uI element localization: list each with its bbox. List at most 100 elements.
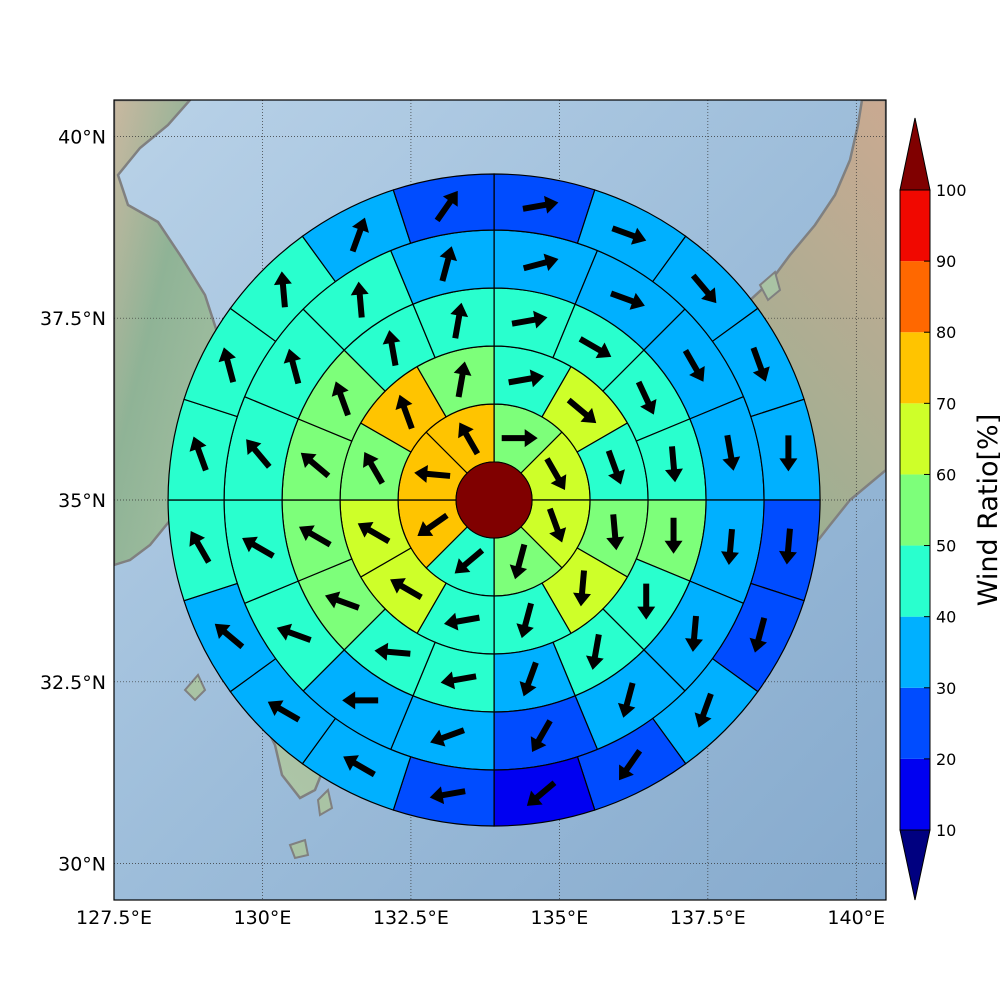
wind-arrow-ring3-9 — [374, 642, 411, 661]
wind-arrow-ring3-10 — [324, 591, 360, 611]
lon-tick-label: 140°E — [827, 907, 885, 929]
wind-arrow-ring2-5 — [516, 602, 534, 639]
wind-arrow-ring1-5 — [417, 512, 449, 536]
wind-arrow-ring2-4 — [573, 570, 591, 607]
wind-arrow-ring1-7 — [458, 422, 481, 456]
wind-arrow-ring5-8 — [619, 749, 643, 781]
colorbar-label: Wind Ratio[%] — [973, 414, 1000, 606]
wind-arrow-ring2-11 — [453, 361, 472, 398]
wind-arrow-ring5-0 — [522, 195, 559, 214]
wind-arrow-ring5-3 — [750, 346, 770, 382]
wind-arrow-ring4-9 — [342, 691, 379, 710]
wind-arrow-ring5-16 — [218, 347, 237, 383]
colorbar-frame — [899, 189, 931, 831]
island-south-1 — [288, 838, 310, 860]
wind-arrow-ring3-7 — [519, 661, 539, 697]
wind-arrow-ring3-15 — [450, 302, 469, 339]
wind-arrow-ring5-15 — [189, 436, 209, 472]
lat-tick-label: 37.5°N — [40, 308, 106, 330]
wind-arrow-ring3-2 — [635, 380, 657, 415]
wind-arrow-ring1-1 — [544, 457, 567, 490]
wind-arrow-ring5-6 — [749, 617, 768, 653]
wind-arrow-ring4-13 — [283, 348, 302, 385]
wind-arrow-ring3-6 — [585, 633, 604, 670]
wind-arrow-ring2-8 — [357, 522, 391, 544]
wind-arrow-ring2-2 — [605, 449, 625, 485]
colorbar-segment — [900, 403, 930, 475]
wind-arrow-ring4-12 — [246, 439, 272, 469]
wind-arrow-ring3-13 — [331, 381, 351, 417]
wind-arrow-ring4-14 — [350, 281, 369, 318]
wind-arrow-ring3-12 — [300, 452, 331, 479]
colorbar-tick-label: 50 — [936, 537, 956, 556]
colorbar-tick-label: 30 — [936, 679, 956, 698]
wind-arrow-ring2-7 — [390, 578, 423, 600]
wind-arrow-ring5-7 — [694, 692, 714, 728]
wind-arrow-ring3-0 — [511, 310, 548, 329]
wind-arrow-ring4-11 — [242, 536, 275, 559]
wind-arrow-ring5-1 — [611, 225, 647, 245]
wind-arrow-ring4-0 — [522, 253, 559, 272]
lon-tick-label: 130°E — [234, 907, 292, 929]
wind-arrow-ring5-14 — [189, 531, 212, 564]
wind-arrow-ring2-10 — [395, 394, 415, 430]
wind-arrow-ring4-10 — [276, 623, 312, 643]
wind-arrow-ring1-3 — [509, 543, 528, 580]
colorbar: 10 20 30 40 50 60 70 80 90 100 — [899, 117, 967, 901]
lon-tick-label: 127.5°E — [76, 907, 152, 929]
colorbar-tick-label: 90 — [936, 252, 956, 271]
wind-arrow-ring3-11 — [298, 525, 332, 548]
wind-arrow-ring5-5 — [778, 528, 797, 565]
colorbar-extend-max — [899, 117, 931, 191]
wind-arrow-ring4-6 — [617, 682, 636, 718]
lat-tick-label: 35°N — [58, 490, 106, 512]
wind-arrow-ring5-18 — [349, 217, 369, 253]
lat-tick-label: 30°N — [58, 854, 106, 876]
colorbar-tick-label: 60 — [936, 465, 956, 484]
colorbar-tick-label: 80 — [936, 323, 956, 342]
wind-arrow-ring5-17 — [273, 271, 292, 308]
wind-arrow-ring5-4 — [779, 435, 798, 472]
wind-arrow-ring4-7 — [530, 719, 553, 752]
wind-arrow-ring3-5 — [637, 583, 656, 620]
wind-arrow-ring5-12 — [267, 700, 301, 723]
colorbar-segment — [900, 616, 930, 688]
wind-arrow-ring3-3 — [665, 446, 683, 483]
colorbar-segment — [900, 190, 930, 262]
island-south-2 — [316, 788, 334, 817]
wind-arrow-ring5-10 — [429, 786, 466, 805]
wind-arrow-ring3-1 — [578, 336, 612, 359]
wind-arrow-ring1-2 — [546, 507, 567, 543]
latitude-tick-labels: 30°N 32.5°N 35°N 37.5°N 40°N — [40, 126, 106, 875]
colorbar-tick-label: 10 — [936, 821, 956, 840]
wind-arrow-ring5-2 — [690, 273, 717, 304]
colorbar-tick-label: 70 — [936, 394, 956, 413]
wind-arrow-ring2-1 — [566, 397, 597, 424]
colorbar-tick-label: 20 — [936, 750, 956, 769]
colorbar-segment — [900, 261, 930, 333]
wind-arrow-ring4-8 — [430, 727, 465, 747]
wind-arrow-ring4-2 — [682, 349, 705, 382]
colorbar-segment — [900, 545, 930, 617]
longitude-tick-labels: 127.5°E 130°E 132.5°E 135°E 137.5°E 140°E — [76, 907, 885, 929]
center-disk — [455, 461, 533, 539]
wind-arrow-ring3-4 — [664, 517, 683, 554]
wind-arrow-ring4-4 — [721, 528, 739, 565]
colorbar-extend-min — [899, 829, 931, 901]
colorbar-tick-label: 100 — [936, 181, 967, 200]
island-sado — [758, 270, 782, 302]
colorbar-tick-label: 40 — [936, 608, 956, 627]
colorbar-segment — [900, 332, 930, 404]
wind-arrow-ring4-15 — [439, 246, 458, 282]
wind-arrow-ring1-6 — [414, 464, 451, 483]
lon-tick-label: 137.5°E — [670, 907, 746, 929]
wind-arrow-ring4-1 — [610, 290, 645, 310]
colorbar-segment — [900, 474, 930, 546]
wind-arrow-ring2-6 — [443, 612, 480, 631]
lon-tick-label: 132.5°E — [373, 907, 449, 929]
wind-arrow-ring3-8 — [440, 671, 477, 690]
wind-arrow-ring5-9 — [526, 780, 557, 806]
island-tsushima — [183, 673, 207, 702]
wind-arrow-ring2-3 — [606, 514, 625, 551]
